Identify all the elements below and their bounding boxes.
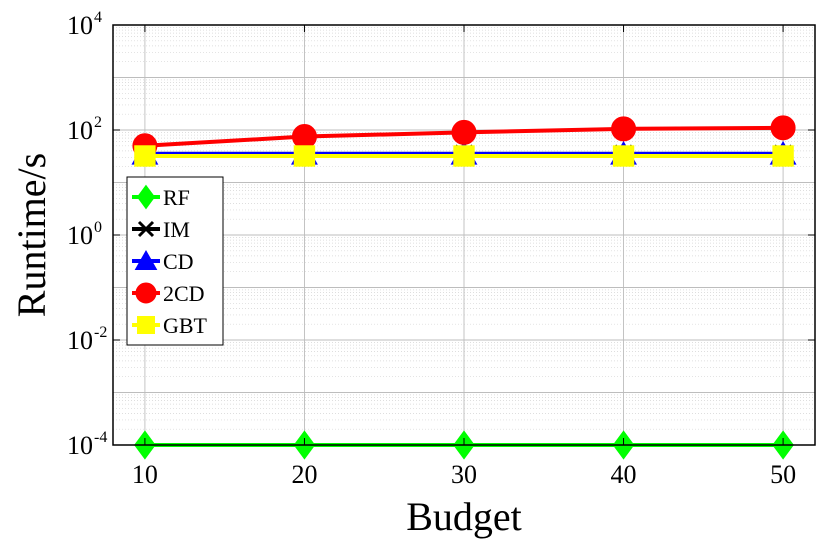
legend-marker <box>136 184 156 210</box>
y-tick-exponent: 2 <box>94 114 102 131</box>
y-tick-exponent: 4 <box>94 9 102 26</box>
data-point <box>291 124 317 150</box>
legend-label: RF <box>163 185 190 210</box>
legend-label: 2CD <box>163 281 205 306</box>
legend-marker <box>137 316 155 334</box>
legend-label: IM <box>163 217 190 242</box>
y-tick-label: 10 <box>67 431 93 460</box>
y-tick-exponent: -4 <box>94 429 107 446</box>
legend-marker <box>134 249 158 270</box>
x-tick-label: 40 <box>611 460 637 489</box>
series-layer <box>131 115 797 460</box>
legend-entry: CD <box>132 249 194 274</box>
legend-entry: 2CD <box>132 281 205 306</box>
y-tick-exponent: 0 <box>94 219 102 236</box>
x-tick-label: 20 <box>291 460 317 489</box>
grid <box>113 24 815 446</box>
y-tick-label: 10 <box>67 116 93 145</box>
data-point <box>453 145 475 167</box>
x-tick-label: 50 <box>770 460 796 489</box>
legend-marker <box>135 282 157 304</box>
y-axis-label: Runtime/s <box>9 153 54 317</box>
x-tick-label: 10 <box>132 460 158 489</box>
series-gbt <box>134 145 794 167</box>
data-point <box>772 145 794 167</box>
data-point <box>134 145 156 167</box>
data-point <box>293 145 316 167</box>
y-tick-label: 10 <box>67 221 93 250</box>
legend-entry: GBT <box>132 313 208 338</box>
x-tick-label: 30 <box>451 460 477 489</box>
legend-entry: IM <box>132 217 190 242</box>
data-point <box>612 145 635 167</box>
legend-label: CD <box>163 249 194 274</box>
axes <box>112 24 816 446</box>
legend-entry: RF <box>132 184 190 210</box>
data-point <box>451 119 477 145</box>
data-point <box>611 116 637 142</box>
y-tick-exponent: -2 <box>94 324 107 341</box>
legend-label: GBT <box>163 313 208 338</box>
data-point <box>770 115 796 141</box>
legend-marker <box>137 220 155 238</box>
x-axis-label: Budget <box>406 494 522 539</box>
y-tick-label: 10 <box>67 326 93 355</box>
legend: RF IM CD 2CD GBT <box>126 176 224 346</box>
y-tick-label: 10 <box>67 11 93 40</box>
